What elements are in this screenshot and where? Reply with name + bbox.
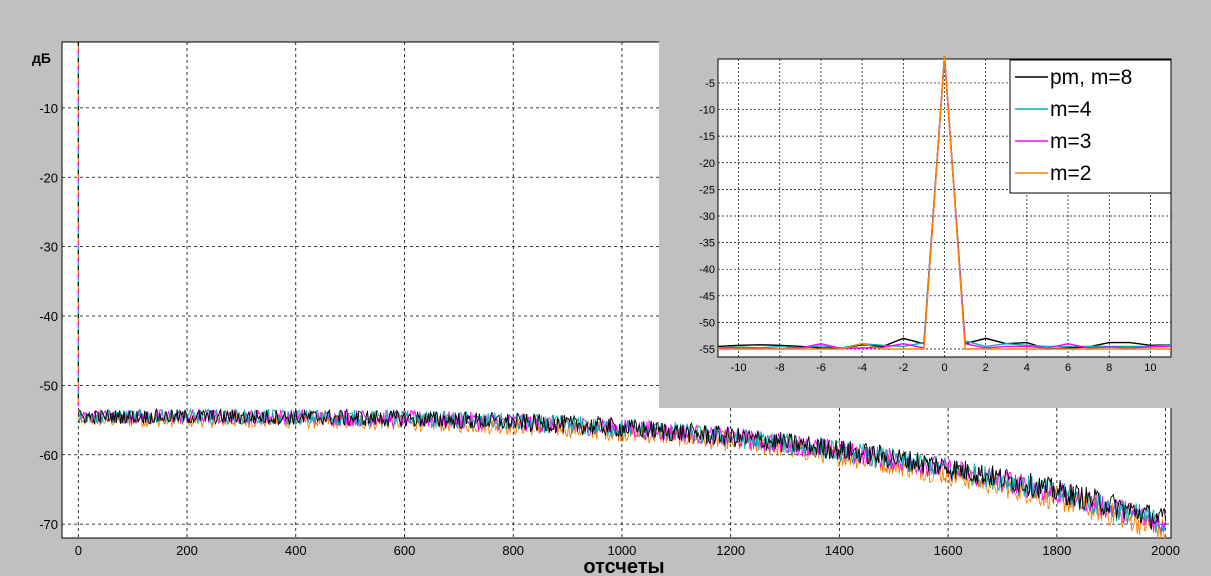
inset-y-tick-label: -5 bbox=[705, 78, 715, 90]
main-x-tick-label: 800 bbox=[502, 543, 524, 558]
main-y-tick-label: -40 bbox=[39, 309, 58, 324]
inset-axes: -10 -8 -6 -4 -2 0 2 4 6 8 10-5-10-15-20-25-30-35-4… bbox=[699, 56, 1172, 374]
inset-tick-labels: -10 -8 -6 -4 -2 0 2 4 6 8 10-5-10-15-20-25-30-35-4… bbox=[699, 78, 1156, 374]
inset-y-tick-label: -15 bbox=[699, 131, 715, 143]
inset-y-tick-label: -35 bbox=[699, 238, 715, 250]
legend-label: m=3 bbox=[1050, 130, 1091, 153]
inset-legend: pm, m=8 m=4 m=3 m=2 bbox=[1009, 59, 1172, 194]
inset-y-tick-label: -10 bbox=[699, 105, 715, 117]
inset-x-tick-label: 4 bbox=[1024, 362, 1030, 374]
legend-box bbox=[1009, 59, 1172, 194]
x-axis-label: отсчеты bbox=[583, 556, 664, 576]
inset-x-tick-label: 8 bbox=[1106, 362, 1112, 374]
inset-x-tick-label: 2 bbox=[983, 362, 989, 374]
main-y-tick-label: -20 bbox=[39, 170, 58, 185]
inset-x-tick-label: -4 bbox=[857, 362, 867, 374]
inset-x-tick-label: -10 bbox=[731, 362, 747, 374]
inset-y-tick-label: -30 bbox=[699, 211, 715, 223]
main-x-tick-label: 1800 bbox=[1042, 543, 1071, 558]
main-y-tick-label: -30 bbox=[39, 240, 58, 255]
main-x-tick-label: 1600 bbox=[934, 543, 963, 558]
legend-label: m=2 bbox=[1050, 162, 1091, 185]
main-x-tick-label: 2000 bbox=[1151, 543, 1180, 558]
inset-x-tick-label: -8 bbox=[775, 362, 785, 374]
inset-x-tick-label: 6 bbox=[1065, 362, 1071, 374]
inset-y-tick-label: -45 bbox=[699, 291, 715, 303]
main-y-tick-label: -10 bbox=[39, 101, 58, 116]
legend-label: m=4 bbox=[1050, 98, 1092, 121]
main-x-tick-label: 400 bbox=[285, 543, 307, 558]
inset-x-tick-label: 10 bbox=[1144, 362, 1156, 374]
main-series-line bbox=[77, 407, 1166, 534]
inset-y-tick-label: -25 bbox=[699, 184, 715, 196]
inset-x-tick-label: -6 bbox=[816, 362, 826, 374]
main-y-tick-label: -70 bbox=[39, 517, 58, 532]
inset-y-tick-label: -50 bbox=[699, 317, 715, 329]
inset-series bbox=[717, 56, 1172, 350]
main-y-tick-label: -50 bbox=[39, 378, 58, 393]
legend-label: pm, m=8 bbox=[1050, 66, 1132, 89]
inset-y-tick-label: -55 bbox=[699, 344, 715, 356]
inset-x-tick-label: 0 bbox=[941, 362, 947, 374]
main-tick-labels: 0 200 400 600 800 1000 1200 1400 1600 1800 2000 -10… bbox=[39, 101, 1180, 558]
main-x-tick-label: 600 bbox=[394, 543, 416, 558]
main-x-tick-label: 1000 bbox=[607, 543, 636, 558]
y-axis-label: дБ bbox=[32, 50, 51, 66]
inset-x-tick-label: -2 bbox=[898, 362, 908, 374]
main-x-tick-label: 1200 bbox=[716, 543, 745, 558]
main-x-tick-label: 200 bbox=[176, 543, 198, 558]
inset-y-tick-label: -40 bbox=[699, 264, 715, 276]
main-series bbox=[77, 42, 1167, 540]
main-x-tick-label: 1400 bbox=[825, 543, 854, 558]
main-series-line bbox=[77, 407, 1167, 531]
inset-series-line bbox=[718, 56, 1171, 350]
main-x-tick-label: 0 bbox=[75, 543, 82, 558]
inset-y-tick-label: -20 bbox=[699, 158, 715, 170]
main-y-tick-label: -60 bbox=[39, 448, 58, 463]
